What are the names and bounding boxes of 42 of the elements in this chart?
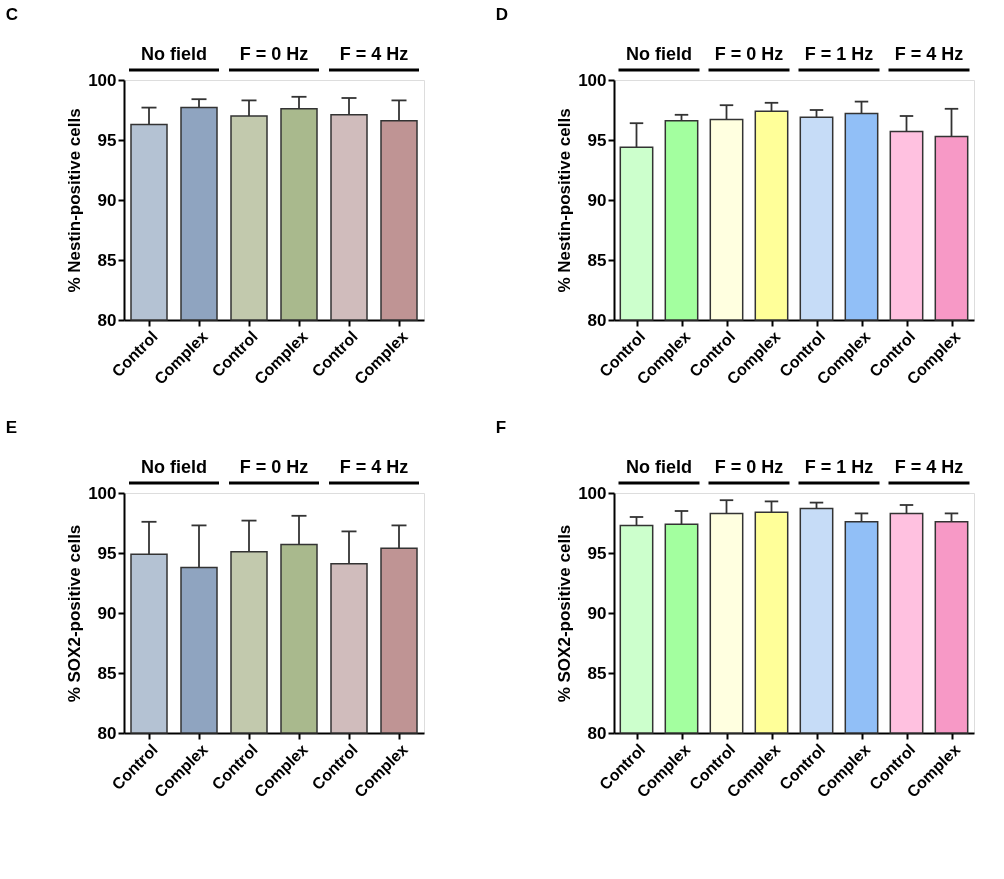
y-tick-label: 80 (587, 310, 607, 330)
y-tick-label: 80 (97, 310, 117, 330)
text: No field (626, 44, 692, 64)
text: F = 4 Hz (339, 457, 409, 477)
y-tick-label: 85 (587, 663, 607, 683)
y-tick-label: 100 (88, 70, 117, 90)
text: F = 4 Hz (894, 457, 964, 477)
y-tick-label: 90 (97, 190, 117, 210)
y-tick-label: 100 (88, 483, 117, 503)
y-tick-label: 85 (97, 250, 117, 270)
y-tick-label: 100 (578, 483, 607, 503)
chart-title: C (5, 5, 18, 24)
text: F = 4 Hz (339, 44, 409, 64)
y-axis-title: % SOX2-positive cells (65, 524, 85, 703)
text: No field (626, 457, 692, 477)
chart-title: D (495, 5, 508, 24)
y-tick-label: 80 (97, 723, 117, 743)
text: F = 0 Hz (714, 44, 784, 64)
y-tick-label: 90 (587, 603, 607, 623)
y-tick-label: 90 (587, 190, 607, 210)
y-tick-label: 80 (587, 723, 607, 743)
y-tick-label: 100 (578, 70, 607, 90)
y-axis-title: % SOX2-positive cells (555, 524, 575, 703)
text: No field (141, 44, 207, 64)
y-tick-label: 95 (97, 543, 117, 563)
y-axis-title: % Nestin-positive cells (555, 108, 575, 293)
y-tick-label: 95 (587, 543, 607, 563)
text: F = 4 Hz (894, 44, 964, 64)
text: F = 1 Hz (804, 457, 874, 477)
y-tick-label: 85 (97, 663, 117, 683)
chart-title: E (5, 418, 17, 437)
text: F = 1 Hz (804, 44, 874, 64)
chart-title: F (495, 418, 507, 437)
y-tick-label: 95 (97, 130, 117, 150)
y-tick-label: 95 (587, 130, 607, 150)
y-axis-title: % Nestin-positive cells (65, 108, 85, 293)
text: F = 0 Hz (714, 457, 784, 477)
text: No field (141, 457, 207, 477)
text: F = 0 Hz (239, 457, 309, 477)
y-tick-label: 90 (97, 603, 117, 623)
text: F = 0 Hz (239, 44, 309, 64)
y-tick-label: 85 (587, 250, 607, 270)
